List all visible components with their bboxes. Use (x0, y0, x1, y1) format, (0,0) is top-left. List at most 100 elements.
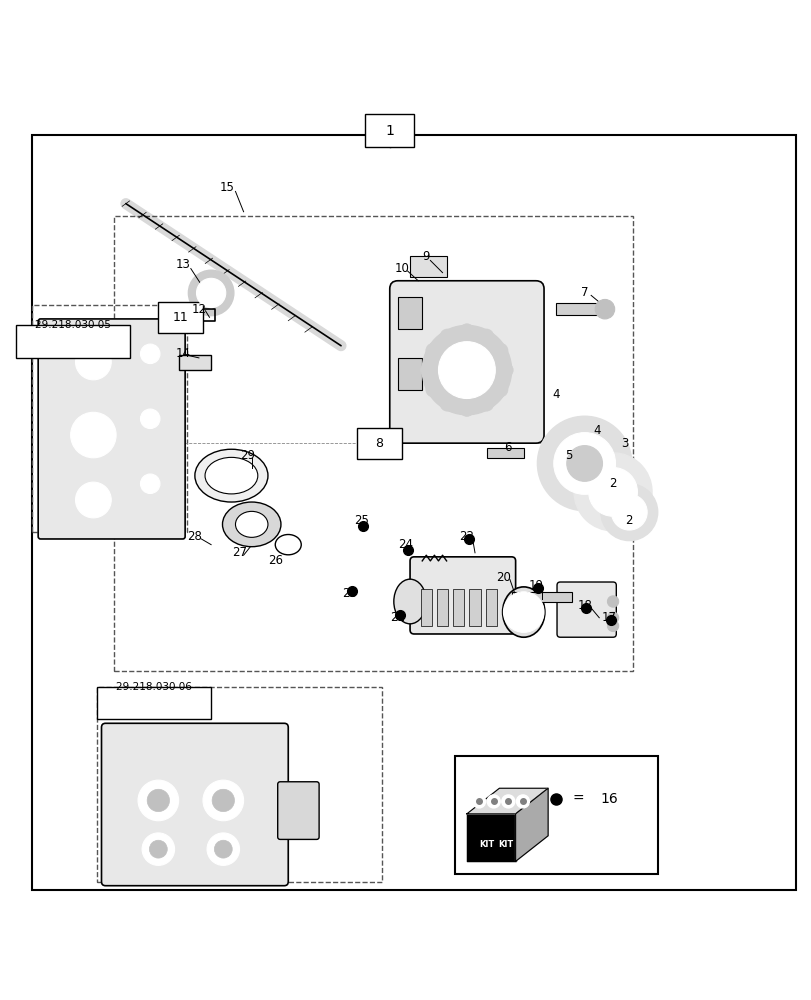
Text: 11: 11 (173, 311, 188, 324)
Circle shape (188, 270, 234, 316)
Text: 17: 17 (601, 611, 616, 624)
Circle shape (75, 344, 111, 380)
Circle shape (588, 468, 637, 516)
Text: 8: 8 (375, 437, 383, 450)
Text: 23: 23 (341, 587, 356, 600)
Ellipse shape (195, 449, 268, 502)
Text: 29.218.030 06: 29.218.030 06 (116, 682, 192, 692)
Bar (97, 687, 211, 719)
Circle shape (516, 795, 529, 808)
Text: 29.218.030 05: 29.218.030 05 (35, 320, 111, 330)
Text: =: = (572, 792, 583, 806)
Text: 27: 27 (232, 546, 247, 559)
FancyBboxPatch shape (410, 557, 515, 634)
Text: 21: 21 (390, 611, 405, 624)
Bar (410, 256, 446, 277)
Circle shape (214, 840, 232, 858)
Circle shape (420, 363, 435, 377)
Bar (16, 325, 130, 358)
Bar (469, 589, 480, 626)
FancyBboxPatch shape (389, 281, 543, 443)
Circle shape (438, 342, 495, 399)
Circle shape (611, 494, 646, 530)
Circle shape (487, 795, 500, 808)
Text: 13: 13 (175, 258, 190, 271)
FancyBboxPatch shape (38, 319, 185, 539)
Text: 2: 2 (624, 514, 633, 527)
Circle shape (147, 789, 169, 812)
Text: 4: 4 (592, 424, 600, 437)
Text: 10: 10 (394, 262, 409, 275)
Text: 12: 12 (191, 303, 206, 316)
Circle shape (493, 382, 508, 397)
Ellipse shape (393, 579, 426, 624)
Text: 5: 5 (564, 449, 572, 462)
Ellipse shape (222, 502, 281, 547)
Circle shape (573, 453, 651, 531)
Circle shape (600, 484, 657, 541)
Bar (114, 216, 633, 671)
Text: 4: 4 (551, 388, 560, 401)
Circle shape (607, 620, 618, 632)
Circle shape (440, 397, 454, 411)
Bar (397, 297, 422, 329)
Bar (420, 589, 431, 626)
Circle shape (425, 343, 440, 358)
FancyBboxPatch shape (101, 723, 288, 886)
Text: 9: 9 (422, 250, 430, 263)
Circle shape (422, 325, 511, 415)
Circle shape (142, 833, 174, 865)
Bar (158, 302, 203, 333)
Circle shape (553, 433, 615, 494)
Text: 3: 3 (620, 437, 629, 450)
Bar (365, 114, 414, 147)
FancyBboxPatch shape (556, 582, 616, 637)
Bar (453, 589, 464, 626)
Bar (178, 355, 211, 370)
Text: 26: 26 (268, 554, 283, 567)
Text: KIT: KIT (497, 840, 513, 849)
Circle shape (498, 363, 513, 377)
Circle shape (212, 789, 234, 812)
Circle shape (501, 795, 514, 808)
Circle shape (472, 795, 485, 808)
Circle shape (203, 780, 243, 821)
Circle shape (566, 446, 602, 481)
Text: 2: 2 (608, 477, 616, 490)
Bar (97, 687, 381, 882)
Bar (454, 756, 657, 874)
Ellipse shape (235, 511, 268, 537)
Text: 6: 6 (503, 441, 511, 454)
Circle shape (440, 329, 454, 344)
Circle shape (478, 397, 493, 411)
Text: 29: 29 (240, 449, 255, 462)
Polygon shape (466, 814, 515, 861)
Circle shape (425, 382, 440, 397)
Circle shape (138, 780, 178, 821)
Circle shape (478, 329, 493, 344)
Text: 20: 20 (496, 571, 510, 584)
Bar (556, 303, 600, 315)
Circle shape (503, 592, 543, 632)
Text: 14: 14 (175, 347, 190, 360)
Bar (436, 589, 448, 626)
Text: 7: 7 (580, 286, 588, 299)
Text: 22: 22 (459, 530, 474, 543)
Circle shape (207, 833, 239, 865)
Polygon shape (466, 788, 547, 814)
Circle shape (196, 278, 225, 308)
Bar (485, 589, 496, 626)
Circle shape (459, 402, 474, 416)
Polygon shape (515, 788, 547, 861)
Circle shape (459, 324, 474, 338)
Circle shape (140, 474, 160, 494)
Text: 25: 25 (354, 514, 368, 527)
Text: 1: 1 (385, 124, 393, 138)
FancyBboxPatch shape (277, 782, 319, 839)
Circle shape (75, 482, 111, 518)
Circle shape (607, 596, 618, 607)
Circle shape (493, 343, 508, 358)
Bar (511, 592, 572, 601)
Circle shape (537, 416, 631, 511)
Ellipse shape (502, 587, 544, 637)
